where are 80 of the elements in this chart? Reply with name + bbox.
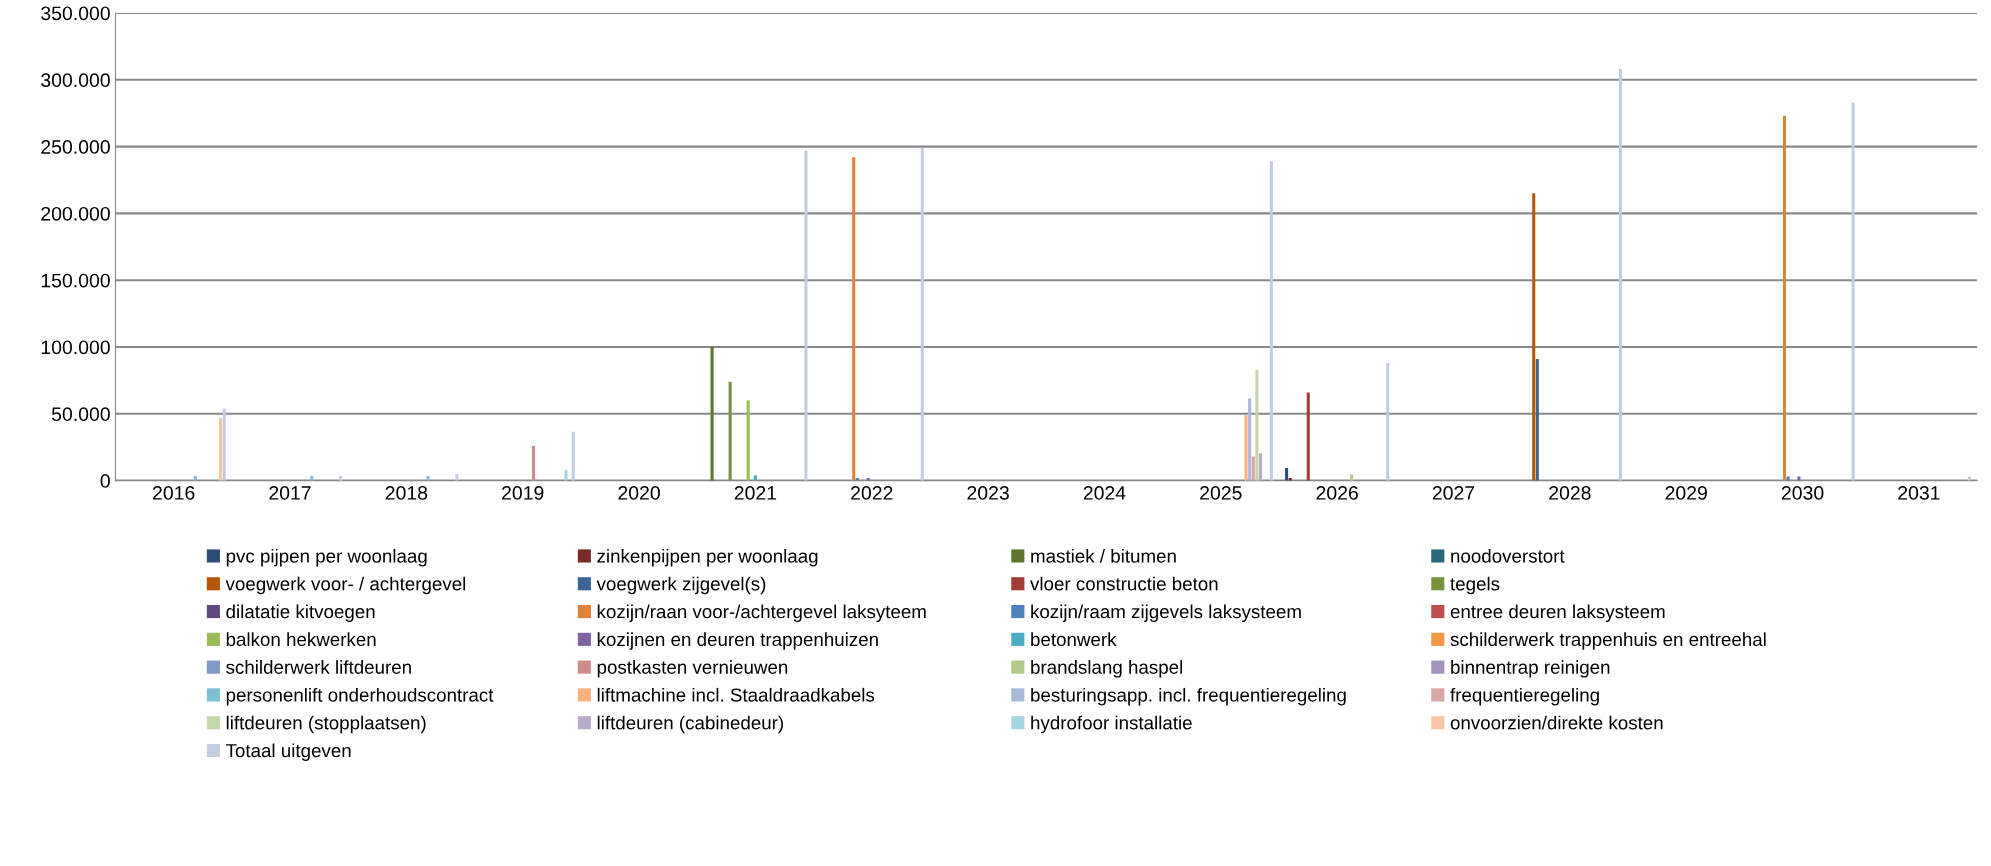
legend-label: zinkenpijpen per woonlaag [597, 548, 818, 567]
y-tick-label: 350.000 [41, 6, 110, 21]
x-tick-label: 2026 [1316, 486, 1358, 500]
bar [1258, 453, 1263, 481]
x-tick-label: 2023 [967, 486, 1009, 500]
legend-label: vloer constructie beton [1030, 576, 1218, 591]
x-tick-label: 2016 [153, 486, 195, 500]
x-tick-label: 2019 [502, 486, 544, 500]
bar [753, 475, 757, 481]
y-tick-label: 300.000 [41, 73, 110, 88]
legend-label: voegwerk zijgevel(s) [596, 576, 766, 595]
bar [1618, 69, 1622, 481]
bar [1255, 369, 1259, 481]
legend-label: pvc pijpen per woonlaag [226, 548, 427, 567]
bar [1285, 467, 1289, 481]
legend-label: liftdeuren (stopplaatsen) [226, 715, 426, 734]
legend-label: hydrofoor installatie [1031, 715, 1192, 734]
legend-label: mastiek / bitumen [1031, 548, 1176, 563]
legend-label: schilderwerk liftdeuren [226, 660, 411, 674]
bar [1782, 115, 1787, 481]
x-tick-label: 2030 [1781, 486, 1824, 500]
bar [1244, 415, 1248, 481]
y-tick-label: 50.000 [51, 407, 110, 422]
bar [1251, 456, 1255, 481]
bar [1269, 161, 1273, 481]
y-tick-label: 200.000 [41, 206, 110, 221]
bar [1535, 359, 1539, 481]
y-tick-label: 250.000 [41, 140, 110, 154]
x-tick-label: 2027 [1432, 486, 1475, 500]
x-tick-label: 2021 [734, 486, 777, 500]
x-tick-label: 2028 [1549, 486, 1591, 500]
y-tick-label: 0 [100, 474, 110, 488]
x-tick-label: 2031 [1898, 486, 1940, 500]
legend-label: dilatatie kitvoegen [226, 604, 375, 623]
legend-label: entree deuren laksysteem [1450, 604, 1665, 623]
legend-label: betonwerk [1031, 632, 1117, 647]
bar [532, 445, 536, 481]
legend-label: Totaal uitgeven [225, 743, 351, 761]
x-tick-label: 2025 [1200, 486, 1242, 500]
y-tick-label: 100.000 [41, 340, 110, 355]
x-tick-label: 2020 [618, 486, 660, 500]
legend-label: liftmachine incl. Staaldraadkabels [597, 687, 875, 702]
legend-label: onvoorzien/direkte kosten [1450, 715, 1663, 730]
bar [1386, 363, 1390, 481]
legend-label: brandslang haspel [1031, 660, 1182, 678]
legend-label: personenlift onderhoudscontract [226, 687, 494, 706]
bar [804, 150, 808, 481]
bar [852, 157, 856, 481]
bar [571, 431, 575, 481]
x-tick-label: 2017 [269, 486, 311, 500]
legend-label: voegwerk voor- / achtergevel [225, 576, 466, 595]
bar [426, 475, 430, 481]
x-tick-label: 2024 [1083, 486, 1126, 500]
bar [219, 417, 223, 481]
legend-label: kozijn/raan voor-/achtergevel laksyteem [597, 604, 926, 623]
bar [1532, 193, 1536, 481]
bar [222, 408, 226, 481]
legend-label: noodoverstort [1451, 548, 1565, 563]
legend-label: tegels [1450, 576, 1500, 595]
bar [920, 147, 924, 481]
bar [746, 400, 750, 481]
y-tick-label: 150.000 [41, 273, 110, 288]
x-tick-label: 2022 [851, 486, 893, 500]
legend-label: besturingsapp. incl. frequentieregeling [1031, 687, 1346, 706]
bar [1306, 392, 1310, 481]
legend-label: schilderwerk trappenhuis en entreehal [1450, 632, 1766, 650]
bar [710, 347, 714, 481]
x-tick-label: 2018 [385, 486, 428, 500]
legend-label: balkon hekwerken [226, 632, 376, 647]
legend-label: liftdeuren (cabinedeur) [597, 715, 783, 734]
bar [728, 381, 732, 481]
legend-label: kozijnen en deuren trappenhuizen [597, 632, 878, 650]
legend-label: postkasten vernieuwen [597, 660, 788, 678]
bar [564, 469, 568, 481]
bar [1248, 398, 1252, 481]
legend-label: binnentrap reinigen [1451, 660, 1610, 678]
bar [1851, 102, 1855, 481]
x-tick-label: 2029 [1665, 486, 1707, 500]
legend-label: kozijn/raam zijgevels laksysteem [1031, 604, 1301, 623]
legend-label: frequentieregeling [1450, 687, 1599, 706]
